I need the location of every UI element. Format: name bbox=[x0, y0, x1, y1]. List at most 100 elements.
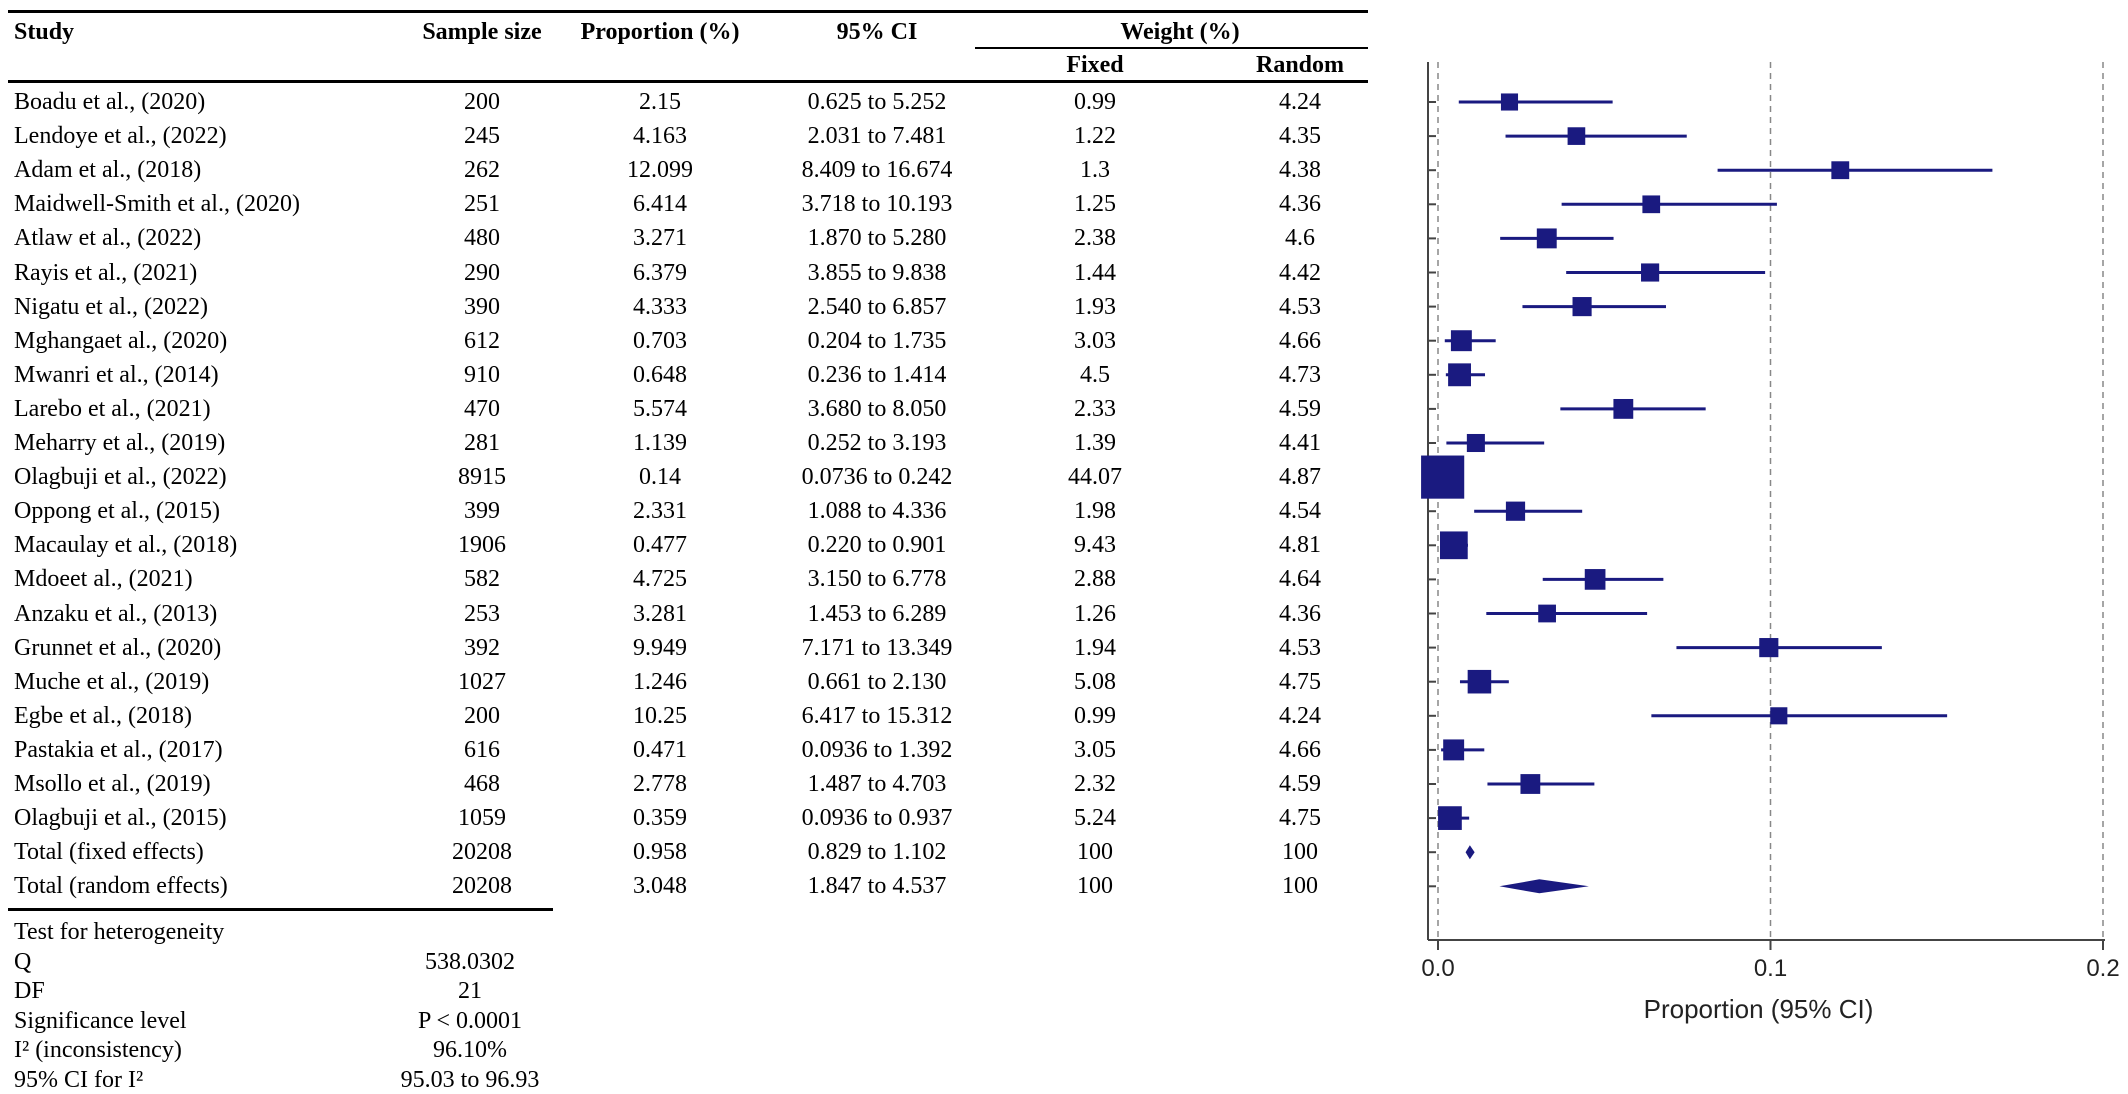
study-point bbox=[1505, 501, 1526, 521]
weight-fixed-cell: 9.43 bbox=[1074, 532, 1116, 559]
sample-size-cell: 480 bbox=[464, 225, 500, 252]
weight-fixed-cell: 2.32 bbox=[1074, 771, 1116, 797]
weight-fixed-cell: 1.22 bbox=[1074, 123, 1116, 150]
study-cell: Msollo et al., (2019) bbox=[14, 771, 211, 797]
ci-cell: 2.031 to 7.481 bbox=[807, 123, 947, 150]
pooled-random-diamond bbox=[1499, 879, 1589, 894]
weight-fixed-cell: 3.03 bbox=[1074, 327, 1116, 354]
ci-cell: 1.453 to 6.289 bbox=[807, 600, 947, 627]
weight-fixed-cell: 1.25 bbox=[1074, 191, 1116, 218]
ci-cell: 0.829 to 1.102 bbox=[807, 839, 947, 866]
sample-size-cell: 20208 bbox=[452, 873, 512, 900]
study-point bbox=[1421, 455, 1465, 499]
weight-fixed-cell: 1.93 bbox=[1074, 293, 1116, 320]
proportion-cell: 6.414 bbox=[633, 191, 687, 218]
ci-cell: 3.718 to 10.193 bbox=[801, 191, 953, 218]
ci-cell: 7.171 to 13.349 bbox=[801, 634, 953, 661]
weight-random-cell: 4.6 bbox=[1285, 225, 1315, 252]
proportion-cell: 0.703 bbox=[633, 327, 687, 354]
weight-fixed-cell: 1.98 bbox=[1074, 498, 1116, 525]
table-bottom-border bbox=[8, 908, 553, 912]
weight-fixed-cell: 1.39 bbox=[1074, 430, 1116, 456]
sample-size-cell: 253 bbox=[464, 600, 500, 627]
study-point bbox=[1584, 569, 1606, 590]
weight-fixed-cell: 100 bbox=[1077, 873, 1113, 900]
table-header-border bbox=[8, 80, 1368, 83]
weight-random-cell: 4.42 bbox=[1279, 259, 1321, 286]
study-point bbox=[1572, 297, 1592, 317]
heterogeneity-label: DF bbox=[14, 978, 45, 1005]
proportion-cell: 0.14 bbox=[639, 464, 681, 491]
sample-size-cell: 399 bbox=[464, 498, 500, 525]
study-point bbox=[1466, 433, 1485, 453]
study-point bbox=[1770, 707, 1788, 725]
sample-size-cell: 262 bbox=[464, 157, 500, 184]
study-cell: Mwanri et al., (2014) bbox=[14, 361, 219, 388]
study-point bbox=[1438, 806, 1462, 830]
study-cell: Muche et al., (2019) bbox=[14, 668, 210, 695]
study-cell: Oppong et al., (2015) bbox=[14, 498, 220, 525]
sample-size-cell: 612 bbox=[464, 327, 500, 354]
study-point bbox=[1448, 363, 1471, 387]
weight-random-cell: 4.75 bbox=[1279, 805, 1321, 832]
sample-size-cell: 8915 bbox=[458, 464, 506, 491]
proportion-cell: 0.471 bbox=[633, 736, 687, 763]
weight-fixed-cell: 0.99 bbox=[1074, 89, 1116, 115]
sample-size-cell: 582 bbox=[464, 566, 500, 593]
study-cell: Olagbuji et al., (2015) bbox=[14, 805, 227, 832]
heterogeneity-value: 21 bbox=[458, 978, 482, 1005]
sample-size-cell: 910 bbox=[464, 361, 500, 388]
proportion-cell: 4.163 bbox=[633, 123, 687, 150]
ci-cell: 1.870 to 5.280 bbox=[807, 225, 947, 252]
study-cell: Mdoeet al., (2021) bbox=[14, 566, 193, 593]
weight-fixed-cell: 3.05 bbox=[1074, 736, 1116, 763]
weight-random-cell: 4.87 bbox=[1279, 464, 1321, 491]
sample-size-cell: 200 bbox=[464, 702, 500, 729]
heterogeneity-value: 538.0302 bbox=[425, 948, 515, 975]
study-cell: Nigatu et al., (2022) bbox=[14, 293, 208, 320]
weight-random-cell: 4.24 bbox=[1279, 702, 1321, 729]
proportion-cell: 3.271 bbox=[633, 225, 687, 252]
sample-size-cell: 251 bbox=[464, 191, 500, 218]
ci-cell: 3.150 to 6.778 bbox=[807, 566, 947, 593]
weight-fixed-cell: 2.33 bbox=[1074, 395, 1116, 422]
ci-cell: 0.0936 to 1.392 bbox=[801, 736, 953, 763]
ci-cell: 3.855 to 9.838 bbox=[807, 259, 947, 286]
study-cell: Total (random effects) bbox=[14, 873, 228, 900]
heterogeneity-title: Test for heterogeneity bbox=[14, 919, 225, 946]
header-sample-size: Sample size bbox=[422, 19, 542, 45]
proportion-cell: 3.281 bbox=[633, 600, 687, 627]
weight-fixed-cell: 1.44 bbox=[1074, 259, 1116, 286]
heterogeneity-value: P < 0.0001 bbox=[418, 1007, 522, 1034]
proportion-cell: 0.648 bbox=[633, 361, 687, 388]
proportion-cell: 9.949 bbox=[633, 634, 687, 661]
heterogeneity-label: Significance level bbox=[14, 1007, 187, 1034]
proportion-cell: 0.359 bbox=[633, 805, 687, 832]
study-point bbox=[1538, 604, 1556, 623]
weight-random-cell: 4.38 bbox=[1279, 157, 1321, 184]
study-point bbox=[1613, 398, 1634, 419]
proportion-cell: 12.099 bbox=[627, 157, 693, 184]
ci-cell: 0.0736 to 0.242 bbox=[801, 464, 953, 491]
study-point bbox=[1642, 195, 1661, 214]
ci-cell: 6.417 to 15.312 bbox=[801, 702, 953, 729]
sample-size-cell: 200 bbox=[464, 89, 500, 115]
sample-size-cell: 468 bbox=[464, 771, 500, 797]
study-cell: Atlaw et al., (2022) bbox=[14, 225, 202, 252]
sample-size-cell: 616 bbox=[464, 736, 500, 763]
ci-cell: 0.236 to 1.414 bbox=[807, 361, 947, 388]
ci-cell: 0.252 to 3.193 bbox=[807, 430, 947, 456]
proportion-cell: 4.333 bbox=[633, 293, 687, 320]
weight-random-cell: 4.53 bbox=[1279, 293, 1321, 320]
weight-fixed-cell: 4.5 bbox=[1080, 361, 1110, 388]
study-cell: Grunnet et al., (2020) bbox=[14, 634, 222, 661]
weight-random-cell: 4.36 bbox=[1279, 191, 1321, 218]
sample-size-cell: 470 bbox=[464, 395, 500, 422]
weight-random-cell: 4.41 bbox=[1279, 430, 1321, 456]
ci-cell: 2.540 to 6.857 bbox=[807, 293, 947, 320]
sample-size-cell: 1059 bbox=[458, 805, 506, 832]
proportion-cell: 0.477 bbox=[633, 532, 687, 559]
header-weight-random: Random bbox=[1255, 52, 1345, 78]
ci-cell: 3.680 to 8.050 bbox=[807, 395, 947, 422]
sample-size-cell: 281 bbox=[464, 430, 500, 456]
